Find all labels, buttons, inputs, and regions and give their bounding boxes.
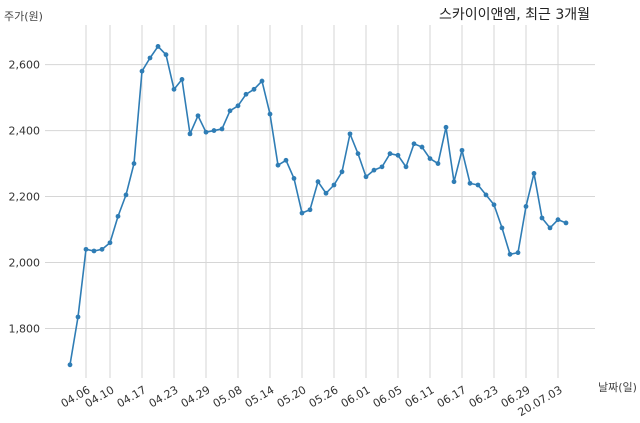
data-point bbox=[259, 78, 265, 84]
x-tick-label: 05.26 bbox=[307, 383, 341, 410]
data-point bbox=[435, 161, 441, 166]
data-point bbox=[483, 192, 489, 198]
grid bbox=[45, 25, 595, 378]
data-point bbox=[491, 202, 497, 208]
x-tick-label: 05.14 bbox=[243, 383, 277, 410]
data-point bbox=[283, 157, 289, 163]
data-point bbox=[243, 91, 249, 97]
axes: 1,8002,0002,2002,4002,60004.0604.1004.17… bbox=[9, 59, 565, 420]
data-point bbox=[195, 113, 201, 119]
data-point bbox=[395, 152, 401, 158]
data-point bbox=[331, 182, 337, 188]
data-point bbox=[171, 86, 177, 92]
data-point bbox=[499, 225, 505, 231]
data-point bbox=[475, 182, 481, 188]
data-point bbox=[227, 108, 233, 114]
data-point bbox=[267, 111, 273, 117]
x-tick-label: 06.23 bbox=[467, 383, 501, 410]
data-point bbox=[235, 103, 241, 109]
data-point bbox=[459, 147, 465, 153]
data-point bbox=[371, 167, 377, 173]
x-tick-label: 06.17 bbox=[435, 383, 469, 410]
data-point bbox=[123, 192, 129, 198]
data-point bbox=[83, 246, 89, 252]
data-point bbox=[563, 220, 569, 226]
data-point bbox=[179, 77, 185, 82]
data-point bbox=[155, 44, 161, 49]
x-tick-label: 06.05 bbox=[371, 383, 405, 410]
data-point bbox=[299, 210, 305, 216]
data-point bbox=[139, 68, 145, 74]
data-point bbox=[363, 174, 369, 180]
y-tick-label: 2,600 bbox=[9, 59, 41, 72]
data-point bbox=[251, 86, 257, 92]
y-tick-label: 2,400 bbox=[9, 125, 41, 138]
data-point bbox=[67, 362, 73, 368]
data-point bbox=[531, 171, 537, 176]
data-point bbox=[131, 161, 137, 166]
data-point bbox=[355, 151, 361, 157]
data-point bbox=[203, 129, 209, 135]
data-point bbox=[515, 250, 521, 256]
x-axis-label: 날짜(일) bbox=[598, 380, 637, 394]
data-point bbox=[307, 207, 313, 213]
series-line-layer bbox=[69, 45, 567, 365]
data-point bbox=[411, 141, 417, 147]
x-tick-label: 04.29 bbox=[179, 383, 213, 410]
price-series-line bbox=[69, 45, 567, 365]
data-point bbox=[539, 215, 545, 221]
data-point bbox=[115, 213, 121, 219]
data-point bbox=[523, 204, 529, 209]
data-point bbox=[427, 156, 433, 162]
data-point bbox=[75, 314, 81, 320]
x-tick-label: 05.08 bbox=[211, 383, 245, 410]
data-point bbox=[443, 124, 449, 130]
x-tick-label: 06.01 bbox=[339, 383, 373, 410]
y-tick-label: 2,000 bbox=[9, 257, 41, 270]
chart-title: 스카이이앤엠, 최근 3개월 bbox=[439, 7, 590, 23]
data-point bbox=[91, 248, 97, 254]
data-point bbox=[315, 179, 321, 185]
y-tick-label: 1,800 bbox=[9, 323, 41, 336]
data-point bbox=[547, 225, 553, 231]
y-axis-label: 주가(원) bbox=[4, 10, 43, 23]
data-point bbox=[403, 164, 409, 170]
data-point bbox=[147, 55, 153, 61]
data-point bbox=[163, 52, 169, 58]
data-point bbox=[211, 128, 217, 133]
x-tick-label: 05.20 bbox=[275, 383, 309, 410]
data-point bbox=[187, 131, 193, 137]
data-point bbox=[107, 240, 113, 246]
data-point bbox=[323, 190, 329, 196]
data-point bbox=[451, 179, 457, 185]
data-point bbox=[379, 164, 385, 170]
x-tick-label: 06.11 bbox=[403, 383, 437, 410]
data-point-layer bbox=[67, 44, 569, 368]
data-point bbox=[339, 169, 345, 175]
x-tick-label: 04.23 bbox=[147, 383, 181, 410]
data-point bbox=[387, 151, 393, 157]
data-point bbox=[507, 251, 513, 257]
data-point bbox=[291, 176, 297, 181]
data-point bbox=[275, 162, 281, 168]
data-point bbox=[419, 144, 425, 150]
data-point bbox=[467, 180, 473, 186]
x-tick-label: 04.17 bbox=[115, 383, 149, 410]
data-point bbox=[99, 246, 105, 252]
y-tick-label: 2,200 bbox=[9, 191, 41, 204]
data-point bbox=[219, 126, 225, 132]
data-point bbox=[347, 131, 353, 137]
data-point bbox=[555, 217, 561, 223]
